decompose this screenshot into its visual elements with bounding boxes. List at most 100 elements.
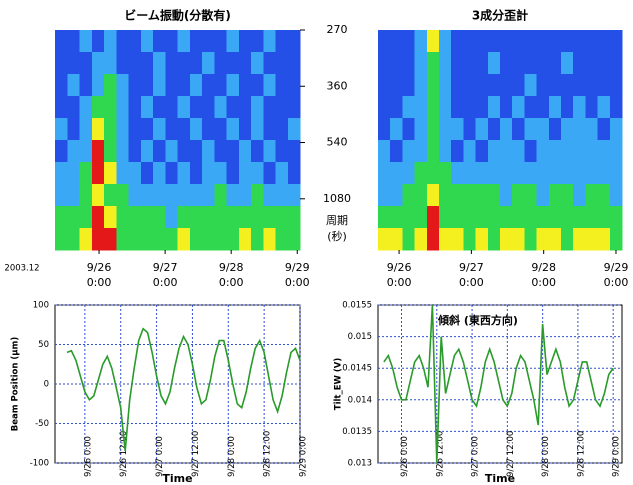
heat-cell bbox=[238, 184, 252, 207]
x-tick-label: 9/27 bbox=[459, 261, 484, 274]
heat-cell bbox=[202, 228, 215, 251]
heat-cell bbox=[189, 52, 203, 75]
heat-cell bbox=[573, 118, 586, 141]
heat-cell bbox=[177, 184, 191, 207]
heat-cell bbox=[439, 206, 452, 229]
heat-cell bbox=[609, 52, 623, 75]
heat-cell bbox=[189, 74, 203, 97]
heat-cell bbox=[79, 52, 93, 75]
y-tick-label: 0.013 bbox=[348, 459, 372, 469]
heat-cell bbox=[251, 184, 264, 207]
heat-cell bbox=[128, 96, 142, 119]
heat-cell bbox=[79, 118, 93, 141]
heat-cell bbox=[202, 184, 215, 207]
heat-cell bbox=[500, 118, 513, 141]
y-tick-label: 0.0155 bbox=[342, 301, 372, 311]
heat-cell bbox=[585, 30, 599, 53]
x-tick-label: 0:00 bbox=[153, 276, 178, 289]
heat-cell bbox=[597, 30, 611, 53]
heat-cell bbox=[487, 140, 501, 163]
heat-cell bbox=[104, 74, 117, 97]
heat-cell bbox=[140, 140, 154, 163]
heat-cell bbox=[500, 162, 513, 185]
heat-cell bbox=[378, 228, 391, 251]
heat-cell bbox=[573, 162, 586, 185]
heat-cell bbox=[463, 30, 477, 53]
heat-cell bbox=[524, 118, 538, 141]
heat-cell bbox=[487, 30, 501, 53]
x-tick-label: 9/26 12:00 bbox=[435, 431, 445, 477]
heat-cell bbox=[91, 74, 105, 97]
heat-cell bbox=[573, 96, 586, 119]
heat-cell bbox=[275, 206, 289, 229]
heat-cell bbox=[451, 74, 464, 97]
heat-cell bbox=[177, 30, 191, 53]
series-line bbox=[66, 327, 301, 452]
heat-cell bbox=[165, 74, 179, 97]
heat-cell bbox=[390, 162, 403, 185]
heat-cell bbox=[463, 206, 477, 229]
heat-cell bbox=[189, 228, 203, 251]
heat-cell bbox=[104, 206, 117, 229]
heat-cell bbox=[202, 162, 215, 185]
heat-cell bbox=[275, 140, 289, 163]
heat-cell bbox=[390, 30, 403, 53]
heat-cell bbox=[251, 162, 264, 185]
heat-cell bbox=[463, 96, 477, 119]
x-tick-label: 0:00 bbox=[459, 276, 484, 289]
heat-cell bbox=[79, 184, 93, 207]
heat-cell bbox=[402, 52, 416, 75]
heat-cell bbox=[390, 96, 403, 119]
heat-cell bbox=[609, 118, 623, 141]
heat-cell bbox=[177, 52, 191, 75]
heat-cell bbox=[55, 118, 68, 141]
heat-cell bbox=[287, 96, 301, 119]
heat-cell bbox=[597, 52, 611, 75]
heat-cell bbox=[55, 206, 68, 229]
heat-cell bbox=[426, 162, 440, 185]
heat-cell bbox=[238, 206, 252, 229]
heat-cell bbox=[573, 184, 586, 207]
heat-cell bbox=[609, 96, 623, 119]
heat-cell bbox=[426, 184, 440, 207]
heat-cell bbox=[55, 140, 68, 163]
chart-title: ビーム振動(分散有) bbox=[124, 8, 231, 23]
x-tick-label: 9/28 12:00 bbox=[576, 431, 586, 477]
heat-cell bbox=[189, 184, 203, 207]
heat-cell bbox=[91, 52, 105, 75]
heat-cell bbox=[116, 162, 130, 185]
heat-cell bbox=[79, 96, 93, 119]
heat-cell bbox=[561, 228, 574, 251]
heat-cell bbox=[548, 118, 562, 141]
heat-cell bbox=[451, 228, 464, 251]
heat-cell bbox=[263, 96, 277, 119]
heat-cell bbox=[104, 30, 117, 53]
heat-cell bbox=[275, 52, 289, 75]
heat-cell bbox=[548, 228, 562, 251]
heat-cell bbox=[536, 228, 550, 251]
heat-cell bbox=[287, 118, 301, 141]
heat-cell bbox=[402, 206, 416, 229]
heat-cell bbox=[512, 140, 525, 163]
heat-cell bbox=[561, 140, 574, 163]
heat-cell bbox=[609, 162, 623, 185]
heat-cell bbox=[609, 30, 623, 53]
x-tick-label: 9/26 bbox=[387, 261, 412, 274]
heat-cell bbox=[177, 74, 191, 97]
heat-cell bbox=[451, 52, 464, 75]
heat-cell bbox=[140, 96, 154, 119]
heat-cell bbox=[536, 162, 550, 185]
heat-cell bbox=[609, 206, 623, 229]
heat-cell bbox=[128, 30, 142, 53]
heat-cell bbox=[165, 96, 179, 119]
heat-cell bbox=[500, 206, 513, 229]
heat-cell bbox=[487, 184, 501, 207]
heat-cell bbox=[573, 206, 586, 229]
y-tick-label: -100 bbox=[30, 459, 49, 469]
heat-cell bbox=[91, 140, 105, 163]
heat-cell bbox=[500, 74, 513, 97]
heat-cell bbox=[390, 74, 403, 97]
heat-cell bbox=[548, 206, 562, 229]
heat-cell bbox=[439, 118, 452, 141]
